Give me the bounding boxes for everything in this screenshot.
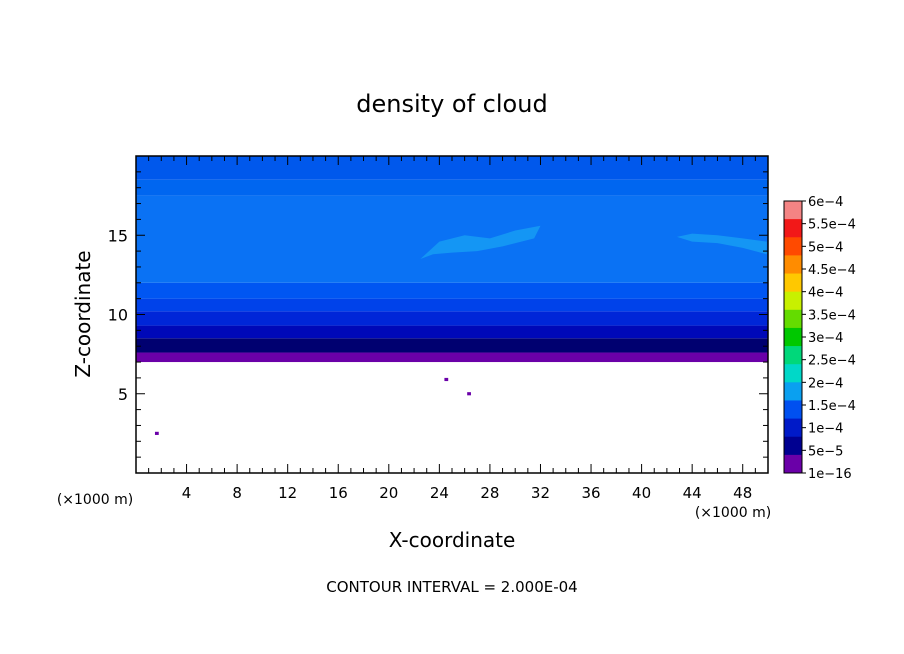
- x-tick-label: 8: [232, 484, 242, 502]
- colorbar-label: 3.5e−4: [808, 308, 856, 323]
- contour-band-4: [136, 298, 768, 312]
- x-tick-label: 12: [278, 484, 297, 502]
- colorbar-swatch-3: [784, 255, 802, 275]
- colorbar-swatch-11: [784, 400, 802, 420]
- x-tick-label: 40: [632, 484, 651, 502]
- colorbar-swatch-13: [784, 436, 802, 456]
- colorbar-swatch-7: [784, 327, 802, 347]
- colorbar-swatch-2: [784, 237, 802, 256]
- colorbar-label: 2e−4: [808, 376, 843, 391]
- colorbar-swatch-8: [784, 346, 802, 365]
- colorbar-swatch-14: [784, 454, 802, 474]
- colorbar-swatch-0: [784, 201, 802, 220]
- x-tick-label: 36: [581, 484, 600, 502]
- y-tick-label: 10: [108, 306, 128, 325]
- x-tick-label: 16: [329, 484, 348, 502]
- contour-interval-note: CONTOUR INTERVAL = 2.000E-04: [326, 578, 577, 596]
- colorbar-label: 4e−4: [808, 286, 843, 301]
- colorbar-legend: 6e−4 5.5e−4 5e−4 4.5e−4 4e−4 3.5e−4 3e−4 2.5e−4…: [783, 195, 856, 482]
- contour-band-3: [136, 311, 768, 326]
- contour-patch-2: [154, 431, 159, 435]
- x-tick-label: 4: [182, 484, 192, 502]
- chart-title: density of cloud: [356, 90, 547, 118]
- contour-band-5: [136, 282, 768, 299]
- y-tick-label: 5: [118, 385, 128, 404]
- contour-band-1: [136, 338, 768, 353]
- x-axis-ticks: 4 8 12 16 20 24 28 32 36 40 44 48: [148, 156, 756, 502]
- x-tick-label: 32: [531, 484, 550, 502]
- contour-band-8: [136, 156, 768, 180]
- colorbar-swatch-4: [784, 273, 802, 293]
- colorbar-label: 5e−4: [808, 240, 843, 255]
- x-axis-unit: (×1000 m): [695, 505, 771, 521]
- colorbar-label: 1e−4: [808, 422, 843, 437]
- y-axis-ticks: 5 10 15: [108, 171, 768, 458]
- x-tick-label: 44: [683, 484, 702, 502]
- colorbar-label: 4.5e−4: [808, 263, 856, 278]
- contour-band-7: [136, 179, 768, 196]
- colorbar-swatch-5: [784, 291, 802, 311]
- colorbar-swatch-9: [784, 364, 802, 383]
- contour-band-2: [136, 325, 768, 339]
- colorbar-label: 2.5e−4: [808, 354, 856, 369]
- x-tick-label: 28: [480, 484, 499, 502]
- colorbar-label: 1.5e−4: [808, 399, 856, 414]
- contour-patch-3: [444, 377, 449, 382]
- colorbar-label: 5e−5: [808, 444, 843, 459]
- x-tick-label: 48: [733, 484, 752, 502]
- contour-patch-4: [467, 392, 471, 396]
- colorbar-swatch-1: [784, 219, 802, 238]
- colorbar-swatch-6: [784, 309, 802, 329]
- x-tick-label: 24: [430, 484, 449, 502]
- x-tick-label: 20: [379, 484, 398, 502]
- x-axis-label: X-coordinate: [389, 528, 516, 552]
- colorbar-swatch-12: [784, 418, 802, 438]
- colorbar-swatch-10: [784, 382, 802, 401]
- contour-patch-0: [420, 225, 541, 260]
- plot-area: [135, 155, 769, 474]
- contour-band-0: [136, 352, 768, 363]
- colorbar-label: 1e−16: [808, 467, 852, 482]
- colorbar-label: 6e−4: [808, 195, 843, 210]
- y-axis-label: Z-coordinate: [71, 250, 95, 377]
- contour-patch-1: [676, 233, 767, 255]
- y-tick-label: 15: [108, 226, 128, 245]
- colorbar-label: 3e−4: [808, 331, 843, 346]
- y-axis-unit: (×1000 m): [57, 492, 133, 508]
- colorbar-label: 5.5e−4: [808, 218, 856, 233]
